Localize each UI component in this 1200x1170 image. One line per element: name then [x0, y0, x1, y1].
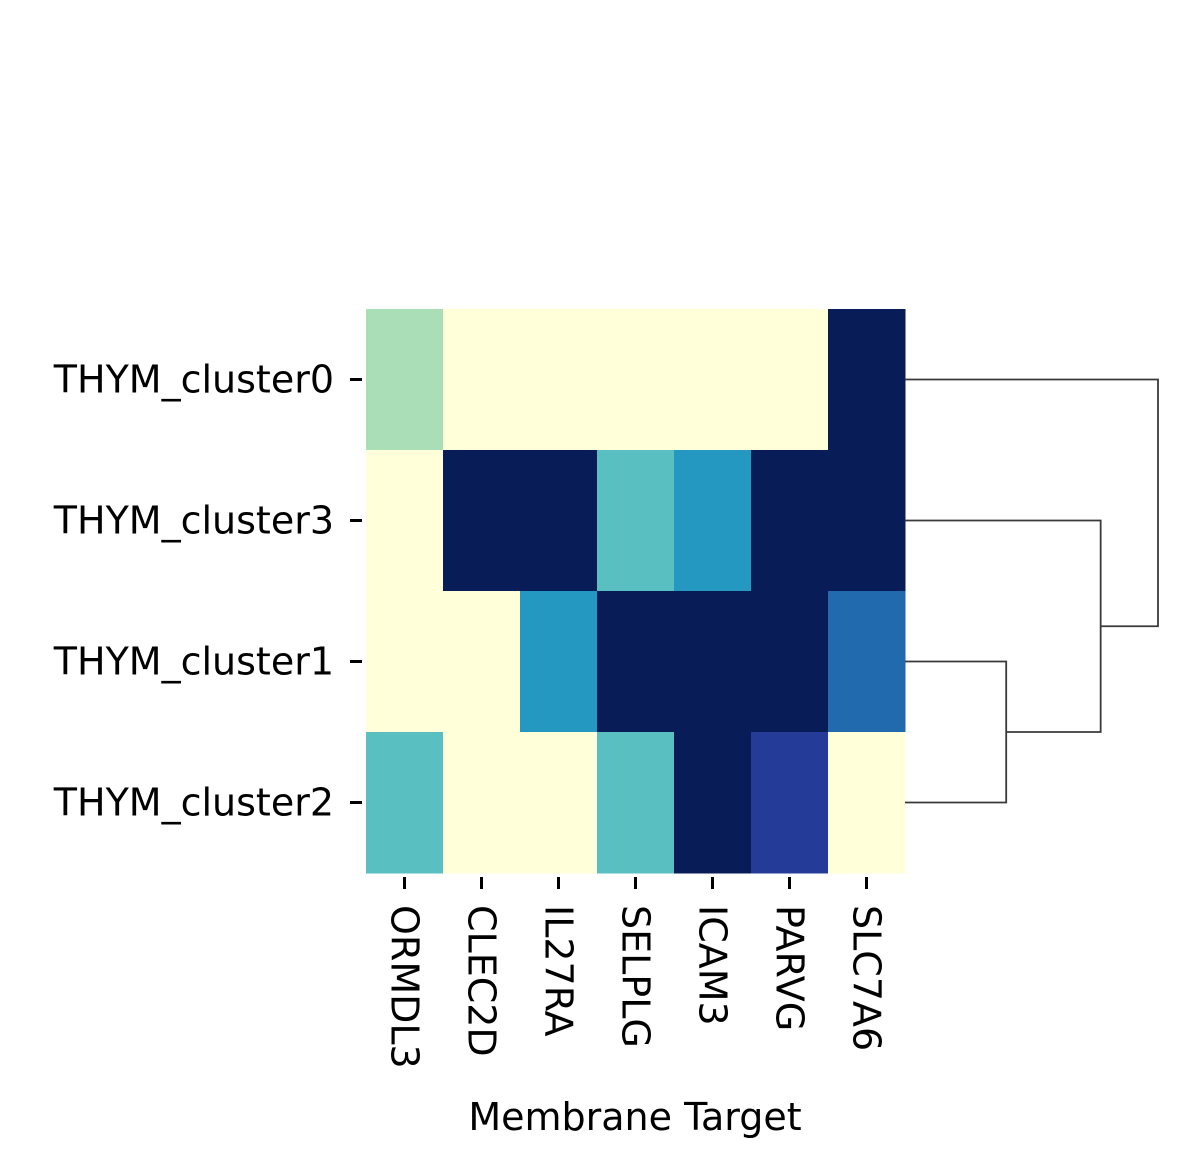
heatmap-cell [366, 732, 444, 874]
heatmap-cell [828, 591, 906, 733]
row-dendrogram [905, 378, 1159, 804]
heatmap-cell [674, 732, 752, 874]
heatmap-cell [828, 450, 906, 592]
heatmap-cell [828, 732, 906, 874]
column-tick-label: SELPLG [614, 905, 658, 1048]
heatmap-cells [366, 309, 906, 874]
heatmap-cell [751, 591, 829, 733]
dendrogram-link [905, 378, 1159, 628]
heatmap-cell [520, 732, 598, 874]
heatmap-cell [443, 450, 521, 592]
heatmap-cell [597, 591, 675, 733]
heatmap-cell [443, 309, 521, 451]
heatmap-cell [597, 732, 675, 874]
column-tick-labels: ORMDL3 CLEC2D IL27RA SELPLG ICAM3 PARVG SLC7A6 [383, 877, 889, 1069]
heatmap-cell [366, 591, 444, 733]
dendrogram-link [905, 519, 1102, 733]
column-tick-label: ORMDL3 [383, 905, 427, 1069]
row-tick-label: THYM_cluster3 [53, 499, 334, 543]
heatmap-cell [751, 732, 829, 874]
heatmap-cell [520, 591, 598, 733]
heatmap-cell [597, 450, 675, 592]
row-tick-labels: THYM_cluster0 THYM_cluster3 THYM_cluster1 T… [53, 358, 362, 825]
heatmap-cell [520, 450, 598, 592]
heatmap-cell [828, 309, 906, 451]
column-tick-label: PARVG [768, 905, 812, 1031]
heatmap-cell [674, 309, 752, 451]
row-tick-label: THYM_cluster0 [53, 358, 334, 402]
heatmap-cell [520, 309, 598, 451]
heatmap-cell [443, 591, 521, 733]
row-tick-label: THYM_cluster2 [53, 781, 334, 825]
row-tick-label: THYM_cluster1 [53, 640, 334, 684]
heatmap-cell [597, 309, 675, 451]
heatmap-cell [674, 450, 752, 592]
column-tick-label: IL27RA [537, 905, 581, 1037]
column-tick-label: CLEC2D [460, 905, 504, 1057]
dendrogram-link [905, 660, 1008, 804]
x-axis-label: Membrane Target [468, 1095, 801, 1139]
heatmap-cell [443, 732, 521, 874]
column-tick-label: SLC7A6 [845, 905, 889, 1051]
heatmap-cell [674, 591, 752, 733]
heatmap-cell [366, 309, 444, 451]
heatmap-cell [751, 450, 829, 592]
heatmap-cell [366, 450, 444, 592]
heatmap-cell [751, 309, 829, 451]
column-tick-label: ICAM3 [691, 905, 735, 1026]
